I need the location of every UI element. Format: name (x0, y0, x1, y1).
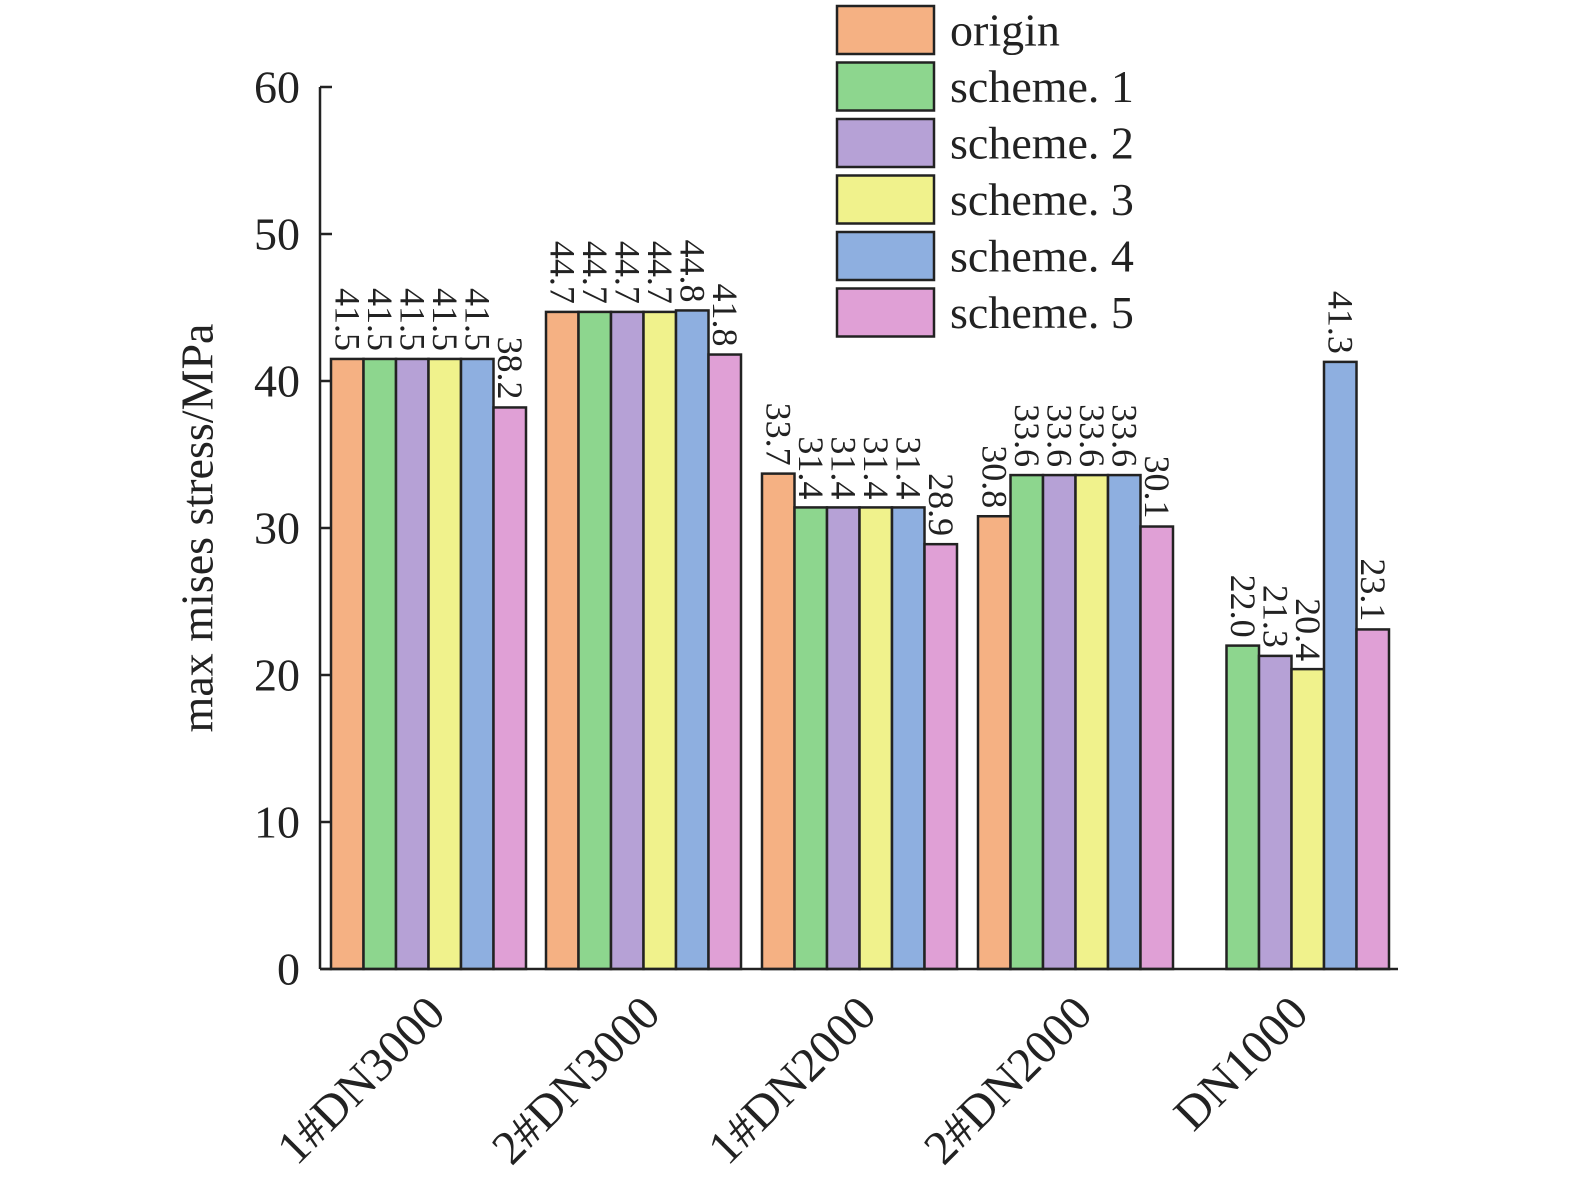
bar-2#DN2000-scheme-5 (1139, 525, 1175, 971)
data-label-1#DN2000-scheme-2: 31.4 (823, 436, 863, 499)
data-label-2#DN2000-scheme-5: 30.1 (1137, 456, 1177, 519)
bar-1#DN3000-scheme-4 (459, 357, 495, 971)
data-label-2#DN3000-scheme-3: 44.7 (640, 241, 680, 304)
data-label-1#DN3000-scheme-3: 41.5 (425, 288, 465, 351)
legend-label-origin: origin (950, 5, 1060, 56)
bar-2#DN3000-origin (544, 310, 580, 971)
x-tick-label-1#DN3000: 1#DN3000 (267, 986, 455, 1174)
bar-1#DN2000-scheme-3 (858, 506, 894, 971)
data-label-1#DN3000-scheme-1: 41.5 (360, 288, 400, 351)
bar-2#DN3000-scheme-4 (674, 309, 710, 971)
bar-2#DN2000-origin (976, 514, 1012, 971)
legend-label-scheme-1: scheme. 1 (950, 61, 1134, 112)
bar-2#DN3000-scheme-3 (642, 310, 678, 971)
data-label-DN1000-scheme-1: 22.0 (1223, 575, 1263, 638)
y-tick-label-0: 0 (277, 944, 300, 995)
data-label-1#DN2000-origin: 33.7 (758, 403, 798, 466)
data-label-1#DN3000-scheme-4: 41.5 (457, 288, 497, 351)
legend-label-scheme-5: scheme. 5 (950, 287, 1134, 338)
data-label-2#DN3000-scheme-4: 44.8 (672, 239, 712, 302)
data-label-2#DN3000-origin: 44.7 (542, 241, 582, 304)
bar-2#DN3000-scheme-2 (609, 310, 645, 971)
x-tick-label-DN1000: DN1000 (1164, 986, 1318, 1140)
bar-1#DN3000-scheme-1 (362, 357, 398, 971)
y-tick-label-20: 20 (254, 650, 300, 701)
data-label-2#DN3000-scheme-1: 44.7 (575, 241, 615, 304)
data-label-2#DN2000-scheme-2: 33.6 (1039, 404, 1079, 467)
y-tick-label-50: 50 (254, 209, 300, 260)
bar-DN1000-scheme-4 (1322, 360, 1358, 971)
data-label-DN1000-scheme-5: 23.1 (1353, 558, 1393, 621)
bar-1#DN2000-scheme-2 (825, 506, 861, 971)
data-label-1#DN2000-scheme-1: 31.4 (791, 436, 831, 499)
x-tick-label-1#DN2000: 1#DN2000 (698, 986, 886, 1174)
y-tick-label-30: 30 (254, 503, 300, 554)
legend-swatch-scheme-3 (835, 174, 936, 225)
data-label-1#DN2000-scheme-4: 31.4 (888, 436, 928, 499)
x-tick-label-2#DN3000: 2#DN3000 (482, 986, 670, 1174)
legend-swatch-scheme-5 (835, 287, 936, 338)
y-axis-label: max mises stress/MPa (172, 324, 223, 733)
data-label-2#DN2000-scheme-4: 33.6 (1104, 404, 1144, 467)
bar-2#DN3000-scheme-1 (577, 310, 613, 971)
legend-swatch-scheme-4 (835, 230, 936, 282)
legend-label-scheme-3: scheme. 3 (950, 174, 1134, 225)
bar-2#DN2000-scheme-3 (1074, 473, 1110, 971)
data-label-1#DN2000-scheme-5: 28.9 (921, 473, 961, 536)
data-label-DN1000-scheme-2: 21.3 (1255, 585, 1295, 648)
bar-1#DN2000-scheme-5 (923, 542, 959, 971)
bar-1#DN3000-origin (329, 357, 365, 971)
y-tick-label-10: 10 (254, 797, 300, 848)
bar-2#DN2000-scheme-1 (1009, 473, 1045, 971)
legend-swatch-origin (835, 4, 936, 56)
bar-1#DN3000-scheme-3 (427, 357, 463, 971)
bar-1#DN2000-origin (760, 472, 796, 971)
data-label-DN1000-scheme-3: 20.4 (1288, 598, 1328, 661)
bar-2#DN3000-scheme-5 (707, 353, 743, 971)
data-label-1#DN3000-scheme-2: 41.5 (392, 288, 432, 351)
bar-DN1000-scheme-3 (1290, 667, 1326, 971)
data-label-2#DN3000-scheme-2: 44.7 (607, 241, 647, 304)
bar-2#DN2000-scheme-2 (1041, 473, 1077, 971)
bar-1#DN2000-scheme-4 (890, 506, 926, 971)
data-label-1#DN3000-origin: 41.5 (327, 288, 367, 351)
bar-DN1000-scheme-2 (1257, 654, 1293, 971)
data-label-2#DN3000-scheme-5: 41.8 (705, 284, 745, 347)
data-label-1#DN3000-scheme-5: 38.2 (490, 336, 530, 399)
bar-2#DN2000-scheme-4 (1106, 473, 1142, 971)
y-tick-label-60: 60 (254, 62, 300, 113)
data-label-DN1000-scheme-4: 41.3 (1320, 291, 1360, 354)
bar-DN1000-scheme-5 (1355, 628, 1391, 971)
bar-1#DN3000-scheme-2 (394, 357, 430, 971)
legend-swatch-scheme-2 (835, 117, 936, 169)
y-tick-label-40: 40 (254, 356, 300, 407)
data-labels-layer: 41.541.541.541.541.538.244.744.744.744.7… (327, 239, 1393, 661)
bar-DN1000-scheme-1 (1225, 644, 1261, 971)
x-tick-label-2#DN2000: 2#DN2000 (914, 986, 1102, 1174)
bar-1#DN2000-scheme-1 (793, 506, 829, 971)
data-label-1#DN2000-scheme-3: 31.4 (856, 436, 896, 499)
legend-label-scheme-2: scheme. 2 (950, 118, 1134, 169)
legend-label-scheme-4: scheme. 4 (950, 231, 1134, 282)
data-label-2#DN2000-scheme-1: 33.6 (1007, 404, 1047, 467)
data-label-2#DN2000-scheme-3: 33.6 (1072, 404, 1112, 467)
data-label-2#DN2000-origin: 30.8 (974, 445, 1014, 508)
bars-layer (329, 309, 1391, 971)
legend-swatch-scheme-1 (835, 61, 936, 112)
bar-1#DN3000-scheme-5 (492, 406, 528, 971)
